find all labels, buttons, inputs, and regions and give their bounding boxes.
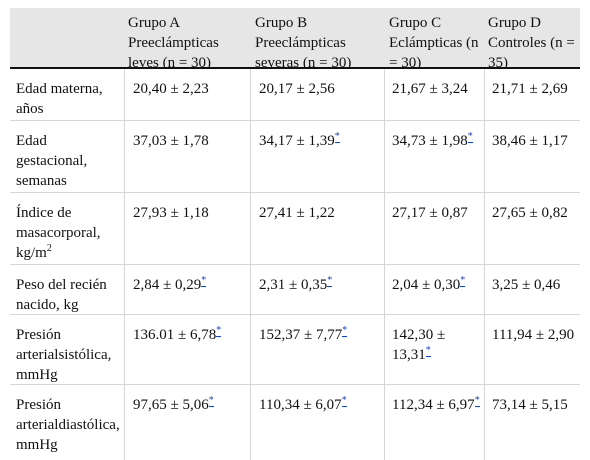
footnote-link[interactable]: * — [425, 345, 431, 357]
cell-grupo-b: 20,17 ± 2,56 — [259, 81, 335, 97]
cell-value: 97,65 ± 5,06 — [133, 397, 209, 413]
row-label: Presión arterialsistólica, mmHg — [16, 327, 112, 383]
header-cell-grupo-d: Grupo D Controles (n = 35) — [488, 15, 575, 71]
cell-grupo-d: 3,25 ± 0,46 — [492, 277, 561, 293]
footnote-link[interactable]: * — [201, 275, 207, 287]
footnote-link[interactable]: * — [342, 325, 348, 337]
footnote-link[interactable]: * — [334, 131, 340, 143]
cell-grupo-b: 110,34 ± 6,07* — [250, 385, 384, 460]
cell-value: 142,30 ± 13,31 — [392, 327, 446, 363]
cell-grupo-d: 21,71 ± 2,69 — [492, 81, 568, 97]
table-row: Índice de masacorporal, kg/m2 27,93 ± 1,… — [10, 193, 580, 265]
cell-grupo-d: 111,94 ± 2,90 — [492, 327, 575, 343]
footnote-link[interactable]: * — [341, 395, 347, 407]
table-row: Presión arterialdiastólica, mmHg 97,65 ±… — [10, 385, 580, 460]
cell-grupo-d: 27,65 ± 0,82 — [492, 205, 568, 221]
row-label: Edad gestacional, semanas — [16, 133, 88, 189]
superscript: 2 — [46, 243, 52, 254]
table-row: Edad materna, años 20,40 ± 2,23 20,17 ± … — [10, 69, 580, 121]
cell-grupo-d: 38,46 ± 1,17 — [492, 133, 568, 149]
cell-value: 2,31 ± 0,35 — [259, 277, 328, 293]
cell-value: 136.01 ± 6,78 — [133, 327, 217, 343]
row-label: Edad materna, años — [16, 81, 103, 117]
cell-grupo-a: 20,40 ± 2,23 — [133, 81, 209, 97]
table-header-row: Grupo A Preeclámpticas leves (n = 30) Gr… — [10, 8, 580, 71]
cell-grupo-a: 27,93 ± 1,18 — [133, 205, 209, 221]
row-label: Presión arterialdiastólica, mmHg — [16, 397, 120, 453]
row-label: Peso del recién nacido, kg — [16, 277, 107, 313]
footnote-link[interactable]: * — [474, 395, 480, 407]
cell-value: 34,17 ± 1,39 — [259, 133, 335, 149]
cell-grupo-c: 27,17 ± 0,87 — [392, 205, 468, 221]
footnote-link[interactable]: * — [208, 395, 214, 407]
row-label: Índice de masacorporal, kg/m2 — [10, 193, 124, 264]
cell-grupo-c: 21,67 ± 3,24 — [392, 81, 468, 97]
cell-grupo-c: 34,73 ± 1,98* — [384, 121, 484, 192]
footnote-link[interactable]: * — [216, 325, 222, 337]
cell-value: 34,73 ± 1,98 — [392, 133, 468, 149]
cell-value: 112,34 ± 6,97 — [392, 397, 475, 413]
table-row: Presión arterialsistólica, mmHg 136.01 ±… — [10, 315, 580, 385]
cell-grupo-b: 27,41 ± 1,22 — [259, 205, 335, 221]
cell-grupo-b: 2,31 ± 0,35* — [250, 265, 384, 314]
cell-grupo-a: 2,84 ± 0,29* — [124, 265, 250, 314]
cell-grupo-c: 112,34 ± 6,97* — [384, 385, 484, 460]
table-row: Peso del recién nacido, kg 2,84 ± 0,29* … — [10, 265, 580, 315]
cell-grupo-c: 142,30 ± 13,31* — [384, 315, 484, 384]
header-cell-grupo-c: Grupo C Eclámpticas (n = 30) — [389, 15, 479, 71]
cell-value: 2,84 ± 0,29 — [133, 277, 202, 293]
cell-grupo-c: 2,04 ± 0,30* — [384, 265, 484, 314]
cell-value: 2,04 ± 0,30 — [392, 277, 461, 293]
cell-grupo-b: 152,37 ± 7,77* — [250, 315, 384, 384]
cell-value: 152,37 ± 7,77 — [259, 327, 343, 343]
footnote-link[interactable]: * — [460, 275, 466, 287]
cell-value: 110,34 ± 6,07 — [259, 397, 342, 413]
cell-grupo-a: 97,65 ± 5,06* — [124, 385, 250, 460]
footnote-link[interactable]: * — [467, 131, 473, 143]
header-cell-grupo-a: Grupo A Preeclámpticas leves (n = 30) — [128, 15, 219, 71]
cell-grupo-b: 34,17 ± 1,39* — [250, 121, 384, 192]
cell-grupo-a: 37,03 ± 1,78 — [133, 133, 209, 149]
table-row: Edad gestacional, semanas 37,03 ± 1,78 3… — [10, 121, 580, 193]
cell-grupo-d: 73,14 ± 5,15 — [492, 397, 568, 413]
header-cell-grupo-b: Grupo B Preeclámpticas severas (n = 30) — [255, 15, 352, 71]
header-cell-empty — [10, 8, 124, 67]
footnote-link[interactable]: * — [327, 275, 333, 287]
cell-grupo-a: 136.01 ± 6,78* — [124, 315, 250, 384]
row-label-text: Índice de masacorporal, kg/m — [16, 205, 101, 261]
